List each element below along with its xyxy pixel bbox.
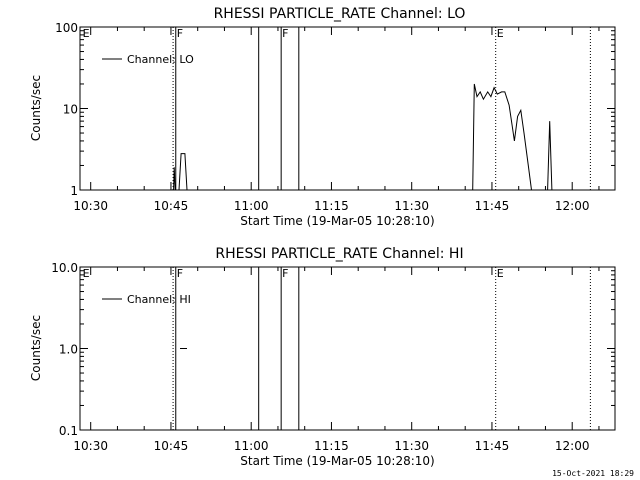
- y-tick-label: 1.0: [59, 343, 78, 357]
- y-tick-label: 100: [55, 21, 78, 35]
- y-tick-label: 10.0: [51, 261, 78, 275]
- chart-panel-1: RHESSI PARTICLE_RATE Channel: LO Counts/s…: [29, 6, 616, 228]
- legend-label: Channel: LO: [127, 53, 194, 66]
- x-tick-label: 11:00: [234, 439, 269, 453]
- plot-frame: [79, 26, 616, 191]
- chart-title: RHESSI PARTICLE_RATE Channel: LO: [214, 6, 466, 22]
- y-axis-label: Counts/sec: [29, 75, 43, 141]
- x-tick-label: 10:45: [154, 199, 189, 213]
- event-marker-label: F: [177, 267, 183, 280]
- series-line: [547, 121, 553, 191]
- event-marker-label: E: [83, 267, 90, 280]
- x-tick-label: 12:00: [555, 199, 590, 213]
- series-line: [472, 83, 532, 191]
- x-tick-label: 11:30: [394, 199, 429, 213]
- event-marker-label: E: [497, 267, 504, 280]
- series-line: [178, 153, 188, 191]
- x-tick-label: 11:00: [234, 199, 269, 213]
- series-line: [173, 167, 176, 191]
- x-axis-label: Start Time (19-Mar-05 10:28:10): [240, 214, 434, 228]
- x-tick-label: 11:15: [314, 199, 349, 213]
- x-tick-label: 10:30: [73, 439, 108, 453]
- y-tick-label: 10: [63, 103, 78, 117]
- x-tick-label: 10:30: [73, 199, 108, 213]
- footer-timestamp: 15-Oct-2021 18:29: [552, 469, 634, 478]
- event-marker-label: F: [282, 267, 288, 280]
- chart-title: RHESSI PARTICLE_RATE Channel: HI: [215, 246, 463, 262]
- y-tick-label: 0.1: [59, 424, 78, 438]
- event-marker-label: E: [83, 27, 90, 40]
- y-tick-label: 1: [70, 184, 78, 198]
- x-tick-label: 11:45: [475, 199, 510, 213]
- x-axis-label: Start Time (19-Mar-05 10:28:10): [240, 454, 434, 468]
- x-tick-label: 10:45: [154, 439, 189, 453]
- event-marker-label: F: [282, 27, 288, 40]
- x-tick-label: 12:00: [555, 439, 590, 453]
- plot-frame: [79, 266, 616, 431]
- legend-label: Channel: HI: [127, 293, 191, 306]
- y-axis-label: Counts/sec: [29, 315, 43, 381]
- x-tick-label: 11:15: [314, 439, 349, 453]
- event-marker-label: E: [497, 27, 504, 40]
- chart-panel-2: RHESSI PARTICLE_RATE Channel: HI Counts/s…: [29, 246, 616, 468]
- x-tick-label: 11:30: [394, 439, 429, 453]
- event-marker-label: F: [177, 27, 183, 40]
- x-tick-label: 11:45: [475, 439, 510, 453]
